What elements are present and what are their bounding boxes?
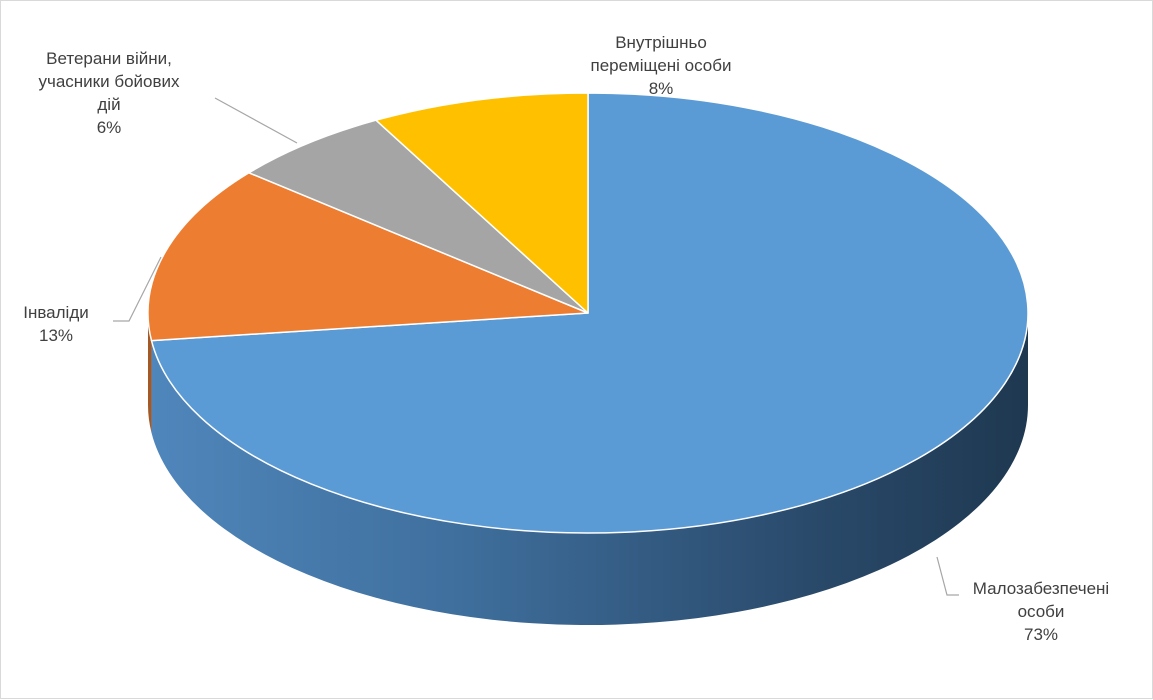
pie-slice-vnutrishno xyxy=(375,92,589,314)
leader-line-veterany xyxy=(214,97,298,144)
data-label-veterany: Ветерани війни, учасники бойових дій 6% xyxy=(38,49,180,137)
data-label-vnutrishno: Внутрішньо переміщені особи 8% xyxy=(590,33,732,98)
data-label-malozabezpecheni: Малозабезпечені особи 73% xyxy=(972,579,1110,644)
leader-line-invalidy xyxy=(113,256,162,322)
pie-slice-invalidy xyxy=(147,172,589,342)
pie-slices xyxy=(147,92,1029,534)
leader-line-malozabezpecheni xyxy=(936,556,959,596)
pie-side-invalidy xyxy=(148,313,152,433)
data-label-invalidy: Інваліди 13% xyxy=(23,303,89,345)
pie-side-walls xyxy=(148,313,1028,626)
leader-lines xyxy=(113,97,959,596)
pie-side-malozabezpecheni xyxy=(151,313,1028,626)
pie-slice-veterany xyxy=(248,119,589,314)
pie-slice-malozabezpecheni xyxy=(150,92,1029,534)
